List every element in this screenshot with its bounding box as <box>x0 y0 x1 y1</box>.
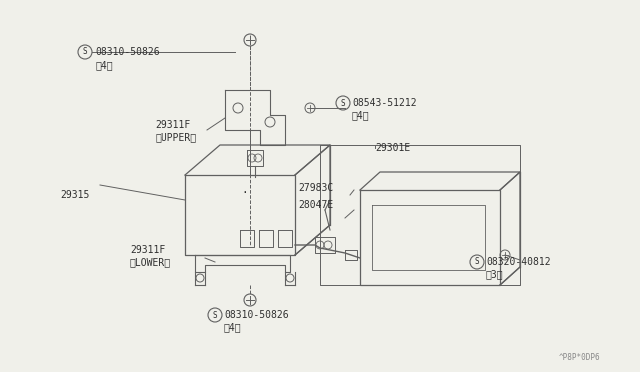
Text: （UPPER）: （UPPER） <box>155 132 196 142</box>
Text: 08543-51212: 08543-51212 <box>352 98 417 108</box>
Text: S: S <box>212 311 218 320</box>
Text: S: S <box>340 99 346 108</box>
Text: S: S <box>475 257 479 266</box>
Text: （3）: （3） <box>486 269 504 279</box>
Text: 08320-40812: 08320-40812 <box>486 257 550 267</box>
Text: ^P8P*0DP6: ^P8P*0DP6 <box>558 353 600 362</box>
Text: 28047E: 28047E <box>298 200 333 210</box>
Text: （4）: （4） <box>95 60 113 70</box>
Text: 08310-50826: 08310-50826 <box>95 47 159 57</box>
Text: ·: · <box>242 188 248 198</box>
Text: （4）: （4） <box>224 322 242 332</box>
Text: （LOWER）: （LOWER） <box>130 257 171 267</box>
Text: 29311F: 29311F <box>155 120 190 130</box>
Text: 08310-50826: 08310-50826 <box>224 310 289 320</box>
Text: 29315: 29315 <box>60 190 90 200</box>
Text: （4）: （4） <box>352 110 370 120</box>
Text: 27983C: 27983C <box>298 183 333 193</box>
Text: 29311F: 29311F <box>130 245 165 255</box>
Text: 29301E: 29301E <box>375 143 410 153</box>
Text: S: S <box>83 48 87 57</box>
